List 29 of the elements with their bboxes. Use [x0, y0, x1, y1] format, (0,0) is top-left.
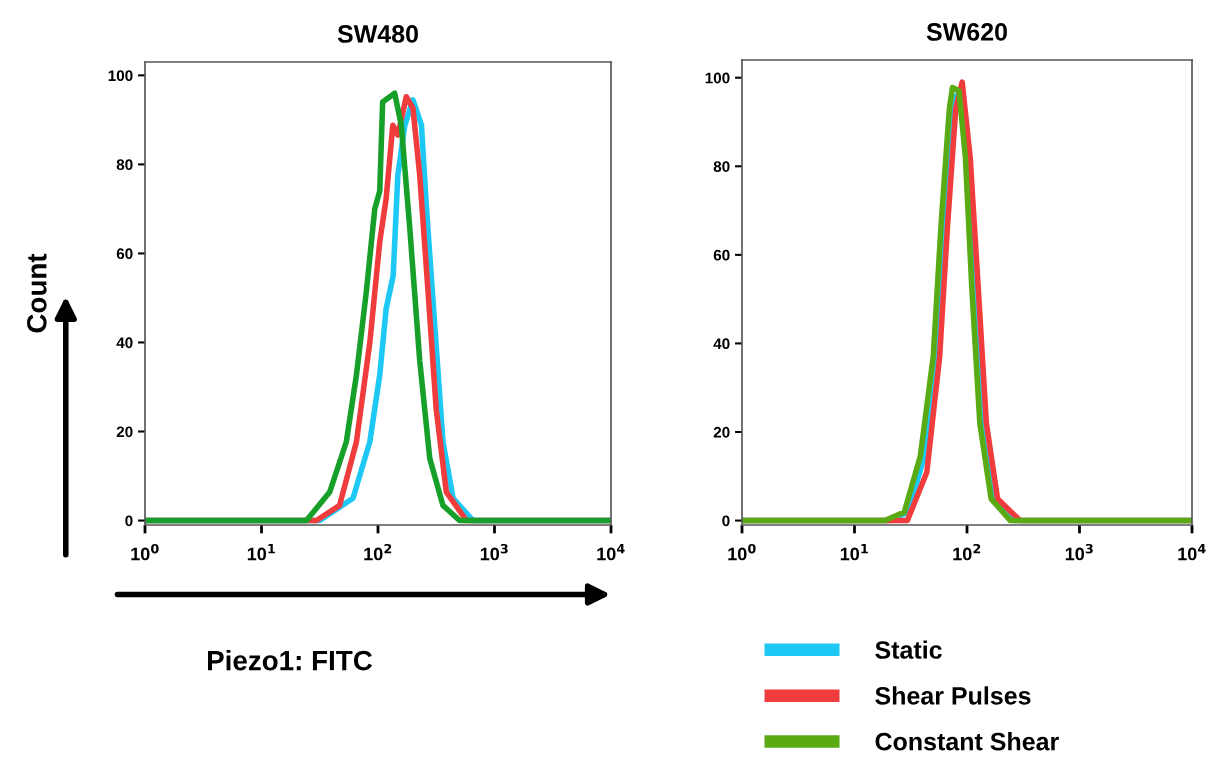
y-axis-title: Count — [26, 253, 47, 333]
chart-title: SW620 — [926, 23, 1007, 41]
x-tick-label: 10$^{4}$ — [597, 544, 625, 561]
y-tick-label: 0 — [722, 515, 730, 527]
x-axis-title: Piezo1: FITC — [207, 650, 373, 671]
y-tick-label: 60 — [713, 249, 730, 261]
x-tick-label: 10$^{1}$ — [247, 544, 275, 561]
x-tick-label: 10$^{4}$ — [1178, 544, 1206, 561]
x-tick-label: 10$^{1}$ — [840, 544, 868, 561]
x-tick-label: 10$^{3}$ — [1065, 543, 1093, 561]
legend-label: Shear Pulses — [875, 686, 1031, 705]
x-tick-label: 10$^{0}$ — [131, 543, 159, 561]
y-tick-label: 40 — [713, 338, 730, 350]
y-tick-label: 60 — [116, 248, 133, 260]
y-tick-label: 40 — [116, 337, 133, 349]
y-tick-label: 100 — [108, 70, 133, 82]
chart-title: SW480 — [337, 25, 418, 43]
legend-label: Constant Shear — [875, 732, 1059, 751]
y-tick-label: 20 — [116, 426, 133, 438]
y-tick-label: 80 — [116, 159, 133, 171]
y-tick-label: 100 — [705, 72, 730, 84]
x-tick-label: 10$^{2}$ — [953, 543, 981, 561]
y-tick-label: 80 — [713, 161, 730, 172]
x-tick-label: 10$^{0}$ — [728, 543, 756, 561]
x-tick-label: 10$^{3}$ — [480, 543, 508, 561]
y-tick-label: 20 — [713, 426, 730, 438]
x-tick-label: 10$^{2}$ — [364, 543, 392, 561]
legend-label: Static — [875, 640, 942, 659]
y-tick-label: 0 — [125, 515, 133, 527]
